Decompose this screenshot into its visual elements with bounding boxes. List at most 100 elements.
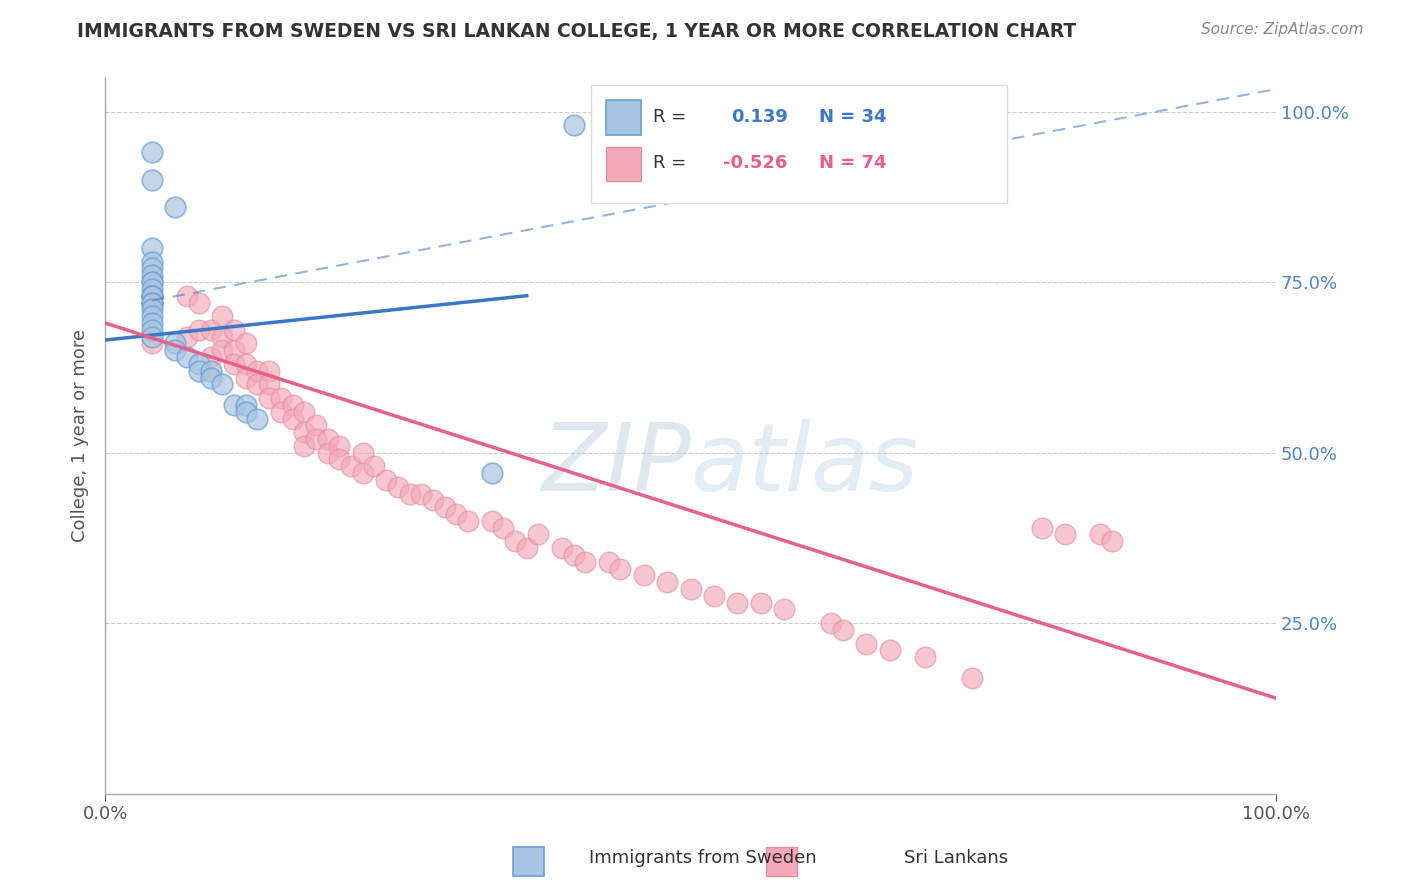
Text: N = 74: N = 74 [820, 154, 887, 172]
Point [235, 357, 257, 371]
Point [1054, 527, 1077, 541]
Point [235, 336, 257, 351]
Point [222, 398, 245, 412]
Point [141, 254, 163, 268]
Point [187, 357, 209, 371]
Point [141, 316, 163, 330]
Bar [606, 101, 641, 135]
Point [270, 405, 292, 419]
Text: Sri Lankans: Sri Lankans [904, 849, 1008, 867]
Text: 0.139: 0.139 [731, 108, 789, 126]
Bar [766, 847, 797, 876]
Point [305, 418, 328, 433]
Point [855, 637, 877, 651]
Point [141, 268, 163, 283]
Point [609, 561, 631, 575]
Point [292, 439, 315, 453]
FancyBboxPatch shape [591, 85, 1007, 202]
Point [1031, 521, 1053, 535]
Point [200, 370, 222, 384]
Point [879, 643, 901, 657]
Point [141, 173, 163, 187]
Point [246, 364, 269, 378]
Point [422, 493, 444, 508]
Point [433, 500, 456, 515]
Point [562, 548, 585, 562]
Point [257, 377, 280, 392]
Point [176, 350, 198, 364]
Point [352, 445, 374, 459]
Point [1101, 534, 1123, 549]
Point [141, 336, 163, 351]
Point [141, 275, 163, 289]
Point [141, 302, 163, 317]
Point [165, 343, 187, 358]
Point [328, 452, 350, 467]
Point [141, 241, 163, 255]
Point [211, 309, 233, 323]
Point [176, 289, 198, 303]
Point [257, 364, 280, 378]
Point [211, 329, 233, 343]
Point [141, 295, 163, 310]
Text: -0.526: -0.526 [723, 154, 787, 172]
Point [141, 261, 163, 276]
Point [141, 275, 163, 289]
Point [316, 445, 339, 459]
Point [457, 514, 479, 528]
Point [257, 391, 280, 405]
Text: Source: ZipAtlas.com: Source: ZipAtlas.com [1201, 22, 1364, 37]
Point [446, 507, 468, 521]
Text: ZIP: ZIP [541, 418, 690, 509]
Point [387, 480, 409, 494]
Point [270, 391, 292, 405]
Point [141, 295, 163, 310]
Point [141, 329, 163, 343]
Point [187, 323, 209, 337]
Point [222, 357, 245, 371]
Point [831, 623, 853, 637]
Point [657, 575, 679, 590]
Point [281, 411, 304, 425]
Point [211, 377, 233, 392]
Point [340, 459, 363, 474]
Point [516, 541, 538, 555]
Point [141, 289, 163, 303]
Text: R =: R = [654, 154, 692, 172]
Point [398, 486, 420, 500]
Point [246, 411, 269, 425]
Point [141, 289, 163, 303]
Point [141, 309, 163, 323]
Point [211, 343, 233, 358]
Point [187, 295, 209, 310]
Point [235, 405, 257, 419]
Text: N = 34: N = 34 [820, 108, 887, 126]
Point [222, 343, 245, 358]
Point [292, 405, 315, 419]
Point [492, 521, 515, 535]
Point [141, 289, 163, 303]
Point [375, 473, 398, 487]
Text: IMMIGRANTS FROM SWEDEN VS SRI LANKAN COLLEGE, 1 YEAR OR MORE CORRELATION CHART: IMMIGRANTS FROM SWEDEN VS SRI LANKAN COL… [77, 22, 1077, 41]
Point [141, 282, 163, 296]
Point [481, 514, 503, 528]
Point [187, 364, 209, 378]
Point [363, 459, 385, 474]
Point [820, 616, 842, 631]
Point [141, 145, 163, 160]
Point [328, 439, 350, 453]
Point [235, 370, 257, 384]
Point [200, 364, 222, 378]
Point [598, 555, 620, 569]
Point [352, 466, 374, 480]
Y-axis label: College, 1 year or more: College, 1 year or more [72, 329, 89, 542]
Point [235, 398, 257, 412]
Point [165, 200, 187, 214]
Point [633, 568, 655, 582]
Point [914, 650, 936, 665]
Point [527, 527, 550, 541]
Text: Immigrants from Sweden: Immigrants from Sweden [589, 849, 817, 867]
Point [703, 589, 725, 603]
Point [960, 671, 983, 685]
Point [411, 486, 433, 500]
